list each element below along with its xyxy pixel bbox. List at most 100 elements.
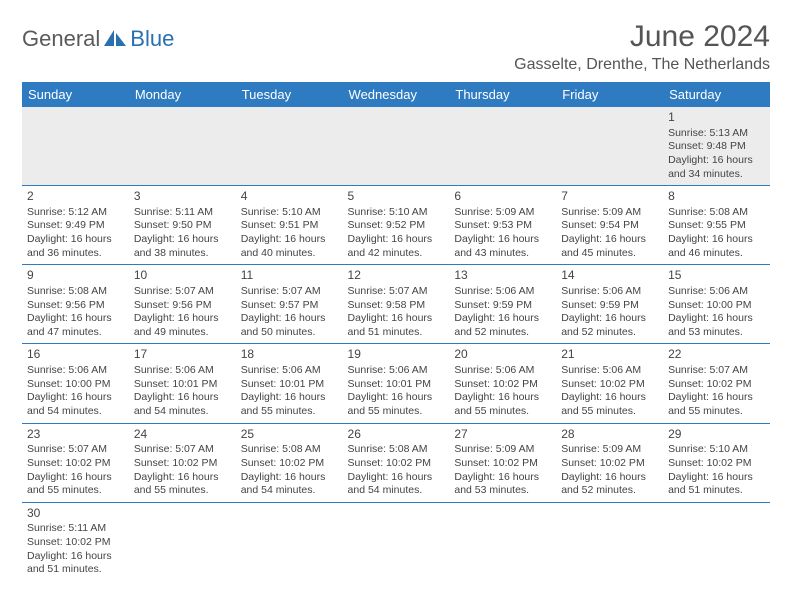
page: General Blue June 2024 Gasselte, Drenthe… xyxy=(0,0,792,612)
calendar-cell: 12Sunrise: 5:07 AMSunset: 9:58 PMDayligh… xyxy=(343,265,450,344)
day-number: 18 xyxy=(241,347,338,363)
calendar-cell: 4Sunrise: 5:10 AMSunset: 9:51 PMDaylight… xyxy=(236,186,343,265)
day-number: 29 xyxy=(668,427,765,443)
day-number: 17 xyxy=(134,347,231,363)
day-number: 28 xyxy=(561,427,658,443)
calendar-cell: 23Sunrise: 5:07 AMSunset: 10:02 PMDaylig… xyxy=(22,423,129,502)
brand-text-general: General xyxy=(22,26,100,52)
calendar-cell xyxy=(449,502,556,581)
daylight-text-1: Daylight: 16 hours xyxy=(134,233,231,247)
calendar-cell: 2Sunrise: 5:12 AMSunset: 9:49 PMDaylight… xyxy=(22,186,129,265)
sunrise-text: Sunrise: 5:08 AM xyxy=(348,443,445,457)
daylight-text-1: Daylight: 16 hours xyxy=(668,391,765,405)
calendar-cell xyxy=(343,107,450,186)
daylight-text-1: Daylight: 16 hours xyxy=(454,391,551,405)
sunrise-text: Sunrise: 5:09 AM xyxy=(561,206,658,220)
calendar-cell: 18Sunrise: 5:06 AMSunset: 10:01 PMDaylig… xyxy=(236,344,343,423)
weekday-header: Thursday xyxy=(449,82,556,107)
sunset-text: Sunset: 10:02 PM xyxy=(27,536,124,550)
calendar-cell xyxy=(556,107,663,186)
sunset-text: Sunset: 9:58 PM xyxy=(348,299,445,313)
sunrise-text: Sunrise: 5:06 AM xyxy=(454,285,551,299)
calendar-cell xyxy=(129,502,236,581)
day-number: 13 xyxy=(454,268,551,284)
day-number: 8 xyxy=(668,189,765,205)
daylight-text-1: Daylight: 16 hours xyxy=(241,471,338,485)
day-number: 1 xyxy=(668,110,765,126)
sunrise-text: Sunrise: 5:08 AM xyxy=(668,206,765,220)
daylight-text-1: Daylight: 16 hours xyxy=(27,391,124,405)
day-number: 15 xyxy=(668,268,765,284)
calendar-row: 30Sunrise: 5:11 AMSunset: 10:02 PMDaylig… xyxy=(22,502,770,581)
day-number: 22 xyxy=(668,347,765,363)
daylight-text-1: Daylight: 16 hours xyxy=(241,391,338,405)
calendar-cell xyxy=(22,107,129,186)
sunrise-text: Sunrise: 5:13 AM xyxy=(668,127,765,141)
sunset-text: Sunset: 9:50 PM xyxy=(134,219,231,233)
daylight-text-2: and 53 minutes. xyxy=(454,484,551,498)
calendar-cell: 26Sunrise: 5:08 AMSunset: 10:02 PMDaylig… xyxy=(343,423,450,502)
daylight-text-1: Daylight: 16 hours xyxy=(668,154,765,168)
daylight-text-2: and 55 minutes. xyxy=(27,484,124,498)
sunset-text: Sunset: 10:02 PM xyxy=(27,457,124,471)
sunset-text: Sunset: 10:01 PM xyxy=(241,378,338,392)
calendar-cell xyxy=(236,107,343,186)
daylight-text-2: and 55 minutes. xyxy=(454,405,551,419)
sunrise-text: Sunrise: 5:07 AM xyxy=(241,285,338,299)
month-title: June 2024 xyxy=(514,20,770,54)
calendar-cell xyxy=(236,502,343,581)
sunrise-text: Sunrise: 5:12 AM xyxy=(27,206,124,220)
sunset-text: Sunset: 9:59 PM xyxy=(561,299,658,313)
sunset-text: Sunset: 10:02 PM xyxy=(668,457,765,471)
daylight-text-1: Daylight: 16 hours xyxy=(561,312,658,326)
sunset-text: Sunset: 10:01 PM xyxy=(134,378,231,392)
calendar-cell: 30Sunrise: 5:11 AMSunset: 10:02 PMDaylig… xyxy=(22,502,129,581)
daylight-text-1: Daylight: 16 hours xyxy=(27,550,124,564)
daylight-text-2: and 54 minutes. xyxy=(27,405,124,419)
daylight-text-1: Daylight: 16 hours xyxy=(241,312,338,326)
calendar-row: 23Sunrise: 5:07 AMSunset: 10:02 PMDaylig… xyxy=(22,423,770,502)
daylight-text-1: Daylight: 16 hours xyxy=(454,471,551,485)
sunset-text: Sunset: 9:53 PM xyxy=(454,219,551,233)
calendar-cell: 3Sunrise: 5:11 AMSunset: 9:50 PMDaylight… xyxy=(129,186,236,265)
daylight-text-1: Daylight: 16 hours xyxy=(134,391,231,405)
sunset-text: Sunset: 10:00 PM xyxy=(27,378,124,392)
calendar-row: 9Sunrise: 5:08 AMSunset: 9:56 PMDaylight… xyxy=(22,265,770,344)
daylight-text-2: and 55 minutes. xyxy=(134,484,231,498)
weekday-header: Friday xyxy=(556,82,663,107)
calendar-cell xyxy=(556,502,663,581)
sunset-text: Sunset: 9:59 PM xyxy=(454,299,551,313)
daylight-text-1: Daylight: 16 hours xyxy=(561,391,658,405)
calendar-cell: 6Sunrise: 5:09 AMSunset: 9:53 PMDaylight… xyxy=(449,186,556,265)
sunset-text: Sunset: 10:02 PM xyxy=(348,457,445,471)
calendar-cell: 11Sunrise: 5:07 AMSunset: 9:57 PMDayligh… xyxy=(236,265,343,344)
calendar-cell: 9Sunrise: 5:08 AMSunset: 9:56 PMDaylight… xyxy=(22,265,129,344)
daylight-text-2: and 55 minutes. xyxy=(241,405,338,419)
sunset-text: Sunset: 10:02 PM xyxy=(668,378,765,392)
daylight-text-2: and 50 minutes. xyxy=(241,326,338,340)
daylight-text-2: and 47 minutes. xyxy=(27,326,124,340)
sunrise-text: Sunrise: 5:06 AM xyxy=(454,364,551,378)
weekday-header: Wednesday xyxy=(343,82,450,107)
day-number: 21 xyxy=(561,347,658,363)
daylight-text-1: Daylight: 16 hours xyxy=(27,233,124,247)
day-number: 27 xyxy=(454,427,551,443)
daylight-text-2: and 52 minutes. xyxy=(561,326,658,340)
sunset-text: Sunset: 9:48 PM xyxy=(668,140,765,154)
daylight-text-2: and 34 minutes. xyxy=(668,168,765,182)
calendar-cell: 25Sunrise: 5:08 AMSunset: 10:02 PMDaylig… xyxy=(236,423,343,502)
daylight-text-2: and 55 minutes. xyxy=(561,405,658,419)
calendar-cell: 22Sunrise: 5:07 AMSunset: 10:02 PMDaylig… xyxy=(663,344,770,423)
daylight-text-1: Daylight: 16 hours xyxy=(561,233,658,247)
calendar-row: 2Sunrise: 5:12 AMSunset: 9:49 PMDaylight… xyxy=(22,186,770,265)
calendar-cell: 14Sunrise: 5:06 AMSunset: 9:59 PMDayligh… xyxy=(556,265,663,344)
sunset-text: Sunset: 10:02 PM xyxy=(454,457,551,471)
calendar-cell xyxy=(449,107,556,186)
sunset-text: Sunset: 9:55 PM xyxy=(668,219,765,233)
daylight-text-2: and 43 minutes. xyxy=(454,247,551,261)
sunset-text: Sunset: 10:00 PM xyxy=(668,299,765,313)
calendar-cell: 1Sunrise: 5:13 AMSunset: 9:48 PMDaylight… xyxy=(663,107,770,186)
daylight-text-2: and 51 minutes. xyxy=(27,563,124,577)
location-text: Gasselte, Drenthe, The Netherlands xyxy=(514,56,770,74)
weekday-header: Monday xyxy=(129,82,236,107)
